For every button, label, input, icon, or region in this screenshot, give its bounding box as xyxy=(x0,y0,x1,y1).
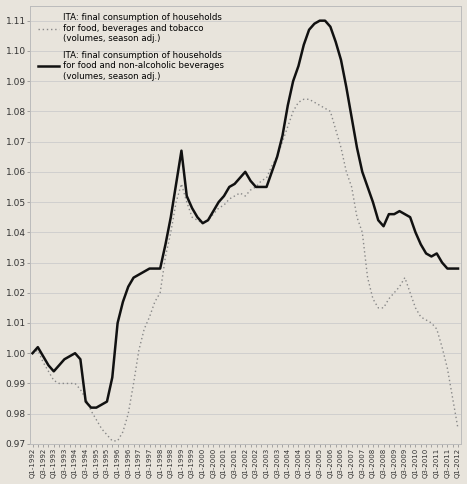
Line: ITA: final consumption of households
for food, beverages and tobacco
(volumes, season adj.): ITA: final consumption of households for… xyxy=(33,99,458,441)
ITA: final consumption of households
for food and non-alcoholic beverages
(volumes, season adj.): (61, 1.07): final consumption of households for food… xyxy=(354,145,360,151)
ITA: final consumption of households
for food, beverages and tobacco
(volumes, season adj.): (71, 1.02): final consumption of households for food… xyxy=(407,290,413,296)
ITA: final consumption of households
for food, beverages and tobacco
(volumes, season adj.): (45, 1.06): final consumption of households for food… xyxy=(269,163,275,169)
ITA: final consumption of households
for food, beverages and tobacco
(volumes, season adj.): (74, 1.01): final consumption of households for food… xyxy=(423,317,429,323)
ITA: final consumption of households
for food and non-alcoholic beverages
(volumes, season adj.): (51, 1.1): final consumption of households for food… xyxy=(301,42,306,48)
ITA: final consumption of households
for food, beverages and tobacco
(volumes, season adj.): (80, 0.975): final consumption of households for food… xyxy=(455,426,461,432)
ITA: final consumption of households
for food, beverages and tobacco
(volumes, season adj.): (61, 1.04): final consumption of households for food… xyxy=(354,214,360,220)
ITA: final consumption of households
for food and non-alcoholic beverages
(volumes, season adj.): (74, 1.03): final consumption of households for food… xyxy=(423,251,429,257)
ITA: final consumption of households
for food and non-alcoholic beverages
(volumes, season adj.): (80, 1.03): final consumption of households for food… xyxy=(455,266,461,272)
ITA: final consumption of households
for food and non-alcoholic beverages
(volumes, season adj.): (71, 1.04): final consumption of households for food… xyxy=(407,214,413,220)
ITA: final consumption of households
for food and non-alcoholic beverages
(volumes, season adj.): (54, 1.11): final consumption of households for food… xyxy=(317,18,323,24)
Line: ITA: final consumption of households
for food and non-alcoholic beverages
(volumes, season adj.): ITA: final consumption of households for… xyxy=(33,21,458,408)
ITA: final consumption of households
for food, beverages and tobacco
(volumes, season adj.): (15, 0.971): final consumption of households for food… xyxy=(109,438,115,444)
ITA: final consumption of households
for food and non-alcoholic beverages
(volumes, season adj.): (45, 1.06): final consumption of households for food… xyxy=(269,169,275,175)
ITA: final consumption of households
for food and non-alcoholic beverages
(volumes, season adj.): (0, 1): final consumption of households for food… xyxy=(30,350,35,356)
ITA: final consumption of households
for food, beverages and tobacco
(volumes, season adj.): (52, 1.08): final consumption of households for food… xyxy=(306,96,312,102)
ITA: final consumption of households
for food and non-alcoholic beverages
(volumes, season adj.): (11, 0.982): final consumption of households for food… xyxy=(88,405,94,410)
ITA: final consumption of households
for food, beverages and tobacco
(volumes, season adj.): (67, 1.02): final consumption of households for food… xyxy=(386,296,392,302)
ITA: final consumption of households
for food, beverages and tobacco
(volumes, season adj.): (51, 1.08): final consumption of households for food… xyxy=(301,96,306,102)
ITA: final consumption of households
for food, beverages and tobacco
(volumes, season adj.): (0, 1): final consumption of households for food… xyxy=(30,350,35,356)
ITA: final consumption of households
for food and non-alcoholic beverages
(volumes, season adj.): (67, 1.05): final consumption of households for food… xyxy=(386,211,392,217)
Legend: ITA: final consumption of households
for food, beverages and tobacco
(volumes, s: ITA: final consumption of households for… xyxy=(34,10,228,84)
